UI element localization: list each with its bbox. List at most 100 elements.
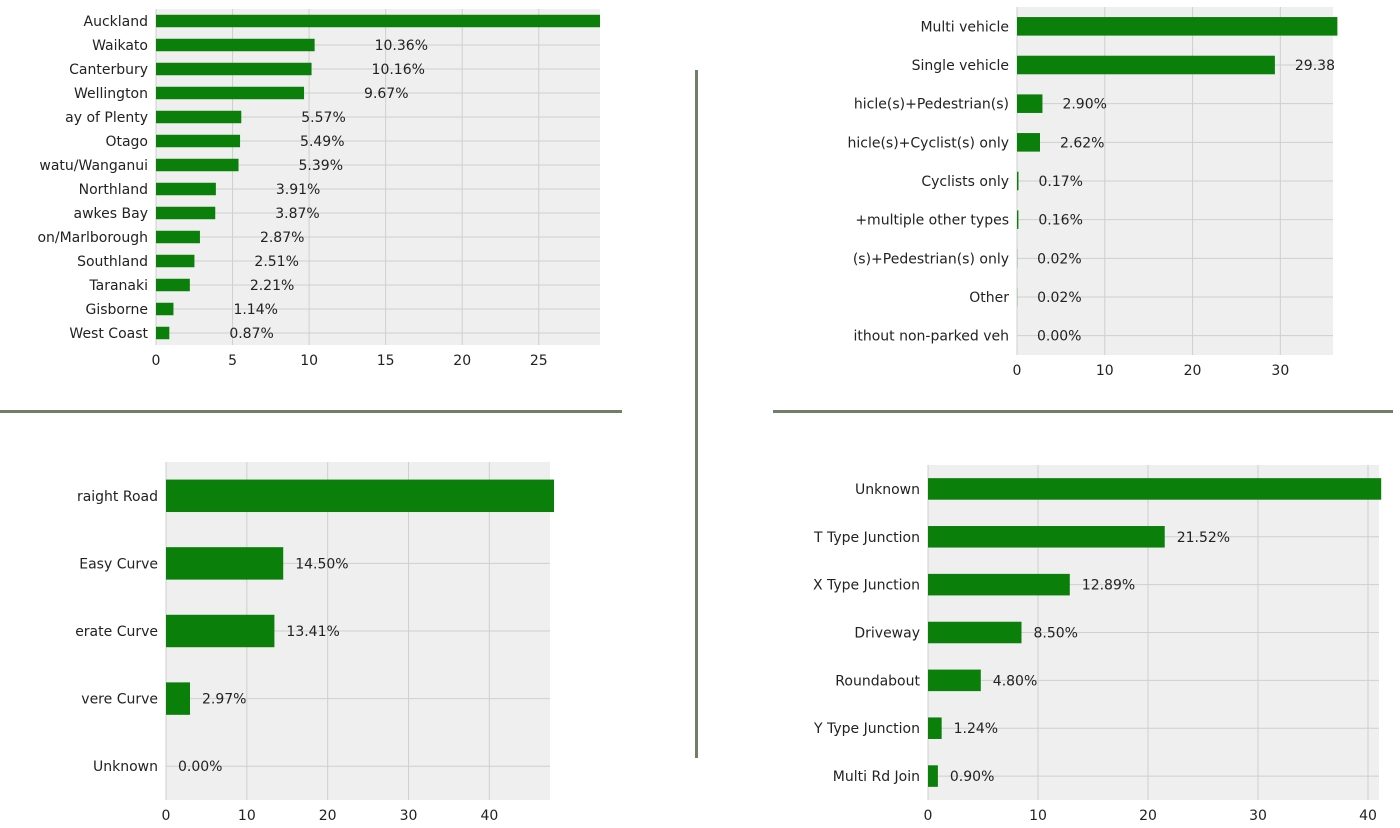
x-tick-label: 20 [319,808,337,824]
y-tick-label: hicle(s)+Pedestrian(s) [854,97,1009,113]
data-label: 0.16% [1038,213,1082,229]
x-tick-label: 20 [1139,808,1157,824]
bar [1017,210,1019,229]
bar [1017,55,1275,75]
bar [928,573,1070,596]
y-tick-label: Other [969,290,1009,306]
x-tick-label: 10 [1029,808,1047,824]
data-label: 13.41% [286,624,339,640]
data-label: 0.02% [1037,251,1081,267]
y-tick-label: Cyclists only [921,174,1009,190]
data-label: 5.57% [301,110,345,126]
bar [928,526,1165,548]
divider-horizontal-right [773,410,1393,413]
y-tick-label: Waikato [92,38,148,54]
bar [156,278,190,292]
y-tick-label: Unknown [855,482,920,498]
data-label: 2.87% [260,230,304,246]
y-tick-label: on/Marlborough [37,230,148,246]
y-tick-label: Unknown [93,759,158,775]
x-tick-label: 10 [1096,363,1114,379]
chart-region-svg: 0 5 10 15 20 25 Auckland Waikato 10.36% Canterbur… [37,9,600,369]
x-tick-label: 0 [162,808,171,824]
bar [1017,171,1019,191]
y-tick-label: +multiple other types [855,213,1009,229]
bar [1017,133,1040,152]
x-tick-label: 20 [453,353,471,369]
data-label: 2.90% [1062,97,1106,113]
bar [1017,17,1338,36]
y-tick-label: Canterbury [69,62,148,78]
data-label: 2.51% [254,254,298,270]
y-tick-label: T Type Junction [813,530,920,546]
x-tick-label: 15 [377,353,395,369]
bar [156,230,200,244]
data-label: 14.50% [295,556,348,572]
data-label: 3.87% [275,206,319,222]
x-tick-label: 10 [300,353,318,369]
x-tick-label: 40 [480,808,498,824]
y-tick-label: awkes Bay [74,206,148,222]
bar [156,14,600,28]
chart-crash-type: 0 10 20 30 Multi vehicle Single vehicle 29.38 h… [720,0,1400,380]
data-label: 2.21% [250,278,294,294]
chart-region: 0 5 10 15 20 25 Auckland Waikato 10.36% Canterbur… [0,0,640,380]
plot-background [156,9,600,345]
y-tick-label: Easy Curve [79,556,158,572]
data-label: 8.50% [1034,626,1078,642]
data-label: 2.62% [1060,135,1104,151]
x-tick-label: 30 [1249,808,1267,824]
y-tick-label: vere Curve [81,692,158,708]
y-tick-label: Otago [105,134,148,150]
x-tick-label: 30 [1271,363,1289,379]
bar [928,478,1382,500]
bar [156,182,216,196]
y-tick-label: Multi Rd Join [833,769,920,785]
y-tick-label: Southland [77,254,148,270]
y-tick-label: Single vehicle [912,58,1009,74]
bar [166,479,555,513]
data-label: 21.52% [1177,530,1230,546]
x-tick-label: 30 [400,808,418,824]
data-label: 0.87% [229,326,273,342]
data-label: 2.97% [202,692,246,708]
bar [156,110,242,124]
chart-road-curvature-svg: 0 10 20 30 40 raight Road Easy Curve 14.50% erat… [75,462,555,824]
y-tick-label: erate Curve [75,624,158,640]
chart-crash-type-svg: 0 10 20 30 Multi vehicle Single vehicle 29.38 h… [847,7,1338,379]
chart-road-curvature: 0 10 20 30 40 raight Road Easy Curve 14.50% erat… [0,440,640,828]
y-tick-label: ithout non-parked veh [853,329,1009,345]
bar [156,254,195,268]
bar [156,62,312,76]
bar [156,206,216,220]
y-tick-label: Roundabout [835,673,920,689]
data-label: 10.16% [372,62,425,78]
chart-junction-type-svg: 0 10 20 30 40 Unknown T Type Junction 21.52% X T… [813,465,1382,824]
bar [928,717,942,739]
data-label: 0.00% [1037,329,1081,345]
bar [928,621,1022,644]
data-label: 4.80% [993,673,1037,689]
data-label: 5.49% [300,134,344,150]
y-tick-label: Northland [79,182,148,198]
data-label: 9.67% [364,86,408,102]
data-label: 12.89% [1082,578,1135,594]
y-tick-label: Multi vehicle [920,19,1009,35]
x-tick-label: 25 [530,353,548,369]
x-tick-label: 0 [924,808,933,824]
y-tick-label: X Type Junction [813,578,920,594]
bar [156,38,315,52]
bar [928,765,938,787]
x-tick-label: 0 [1013,363,1022,379]
y-tick-label: ay of Plenty [65,110,148,126]
bar [156,326,170,340]
x-tick-label: 10 [238,808,256,824]
y-tick-label: West Coast [69,326,148,342]
x-tick-label: 40 [1359,808,1377,824]
bar [166,614,275,648]
bar [166,547,284,580]
data-label: 0.02% [1037,290,1081,306]
divider-vertical [695,70,698,758]
data-label: 0.17% [1038,174,1082,190]
y-tick-label: watu/Wanganui [39,158,148,174]
